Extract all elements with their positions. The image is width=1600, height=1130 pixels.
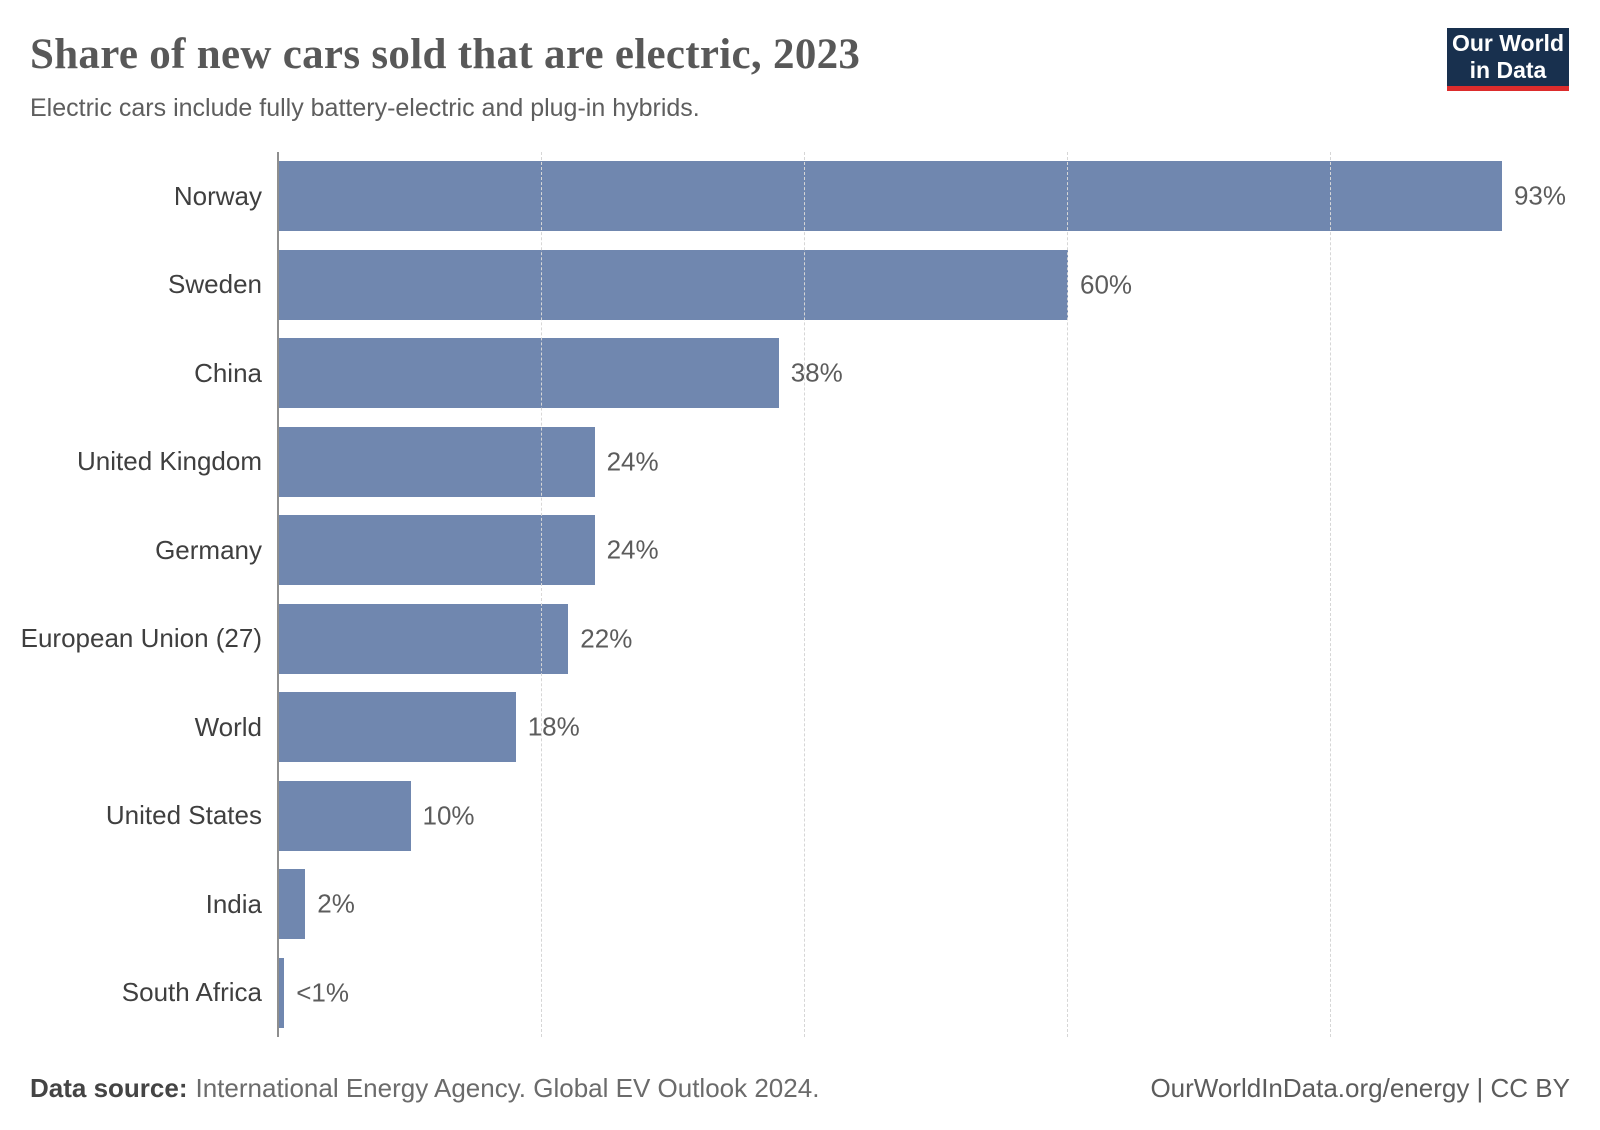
owid-logo-line2: in Data (1469, 57, 1547, 83)
category-label: Germany (155, 534, 262, 565)
category-label: United States (105, 800, 262, 831)
category-axis: Norway Sweden China United Kingdom Germany Eu… (0, 152, 262, 1037)
value-label: 93% (1513, 180, 1566, 211)
bar-row: 24% (278, 506, 1593, 595)
category-label: Norway (173, 180, 262, 211)
bar-row: 22% (278, 595, 1593, 684)
value-label: 60% (1080, 269, 1133, 300)
value-label: 18% (527, 711, 580, 742)
bar-row: 10% (278, 772, 1593, 861)
value-label: 38% (790, 357, 843, 388)
bar-row: 60% (278, 241, 1593, 330)
bar-row: 93% (278, 152, 1593, 241)
bar-united-kingdom (279, 426, 595, 497)
category-label: China (194, 357, 262, 388)
bar-row: 24% (278, 418, 1593, 507)
footer-source-text: International Energy Agency. Global EV O… (195, 1073, 820, 1103)
category-label: World (194, 711, 262, 742)
footer: Data source: International Energy Agency.… (0, 1073, 1600, 1104)
value-label: 24% (606, 446, 659, 477)
value-label: 10% (422, 800, 475, 831)
owid-logo-line1: Our World (1451, 30, 1564, 56)
footer-source-label: Data source: (30, 1073, 188, 1103)
gridline (1330, 152, 1331, 1037)
bar-world (279, 692, 516, 762)
plot-area: 93% 60% 38% 24% 24% 22% 18% 10% 2% <1% (278, 152, 1593, 1037)
category-label: European Union (27) (20, 623, 262, 654)
footer-source: Data source: International Energy Agency.… (30, 1073, 819, 1104)
gridline (541, 152, 542, 1037)
chart-title: Share of new cars sold that are electric… (30, 31, 861, 78)
value-label: 24% (606, 534, 659, 565)
bar-india (279, 869, 306, 939)
bar-european-union-27 (279, 603, 569, 674)
footer-citation: OurWorldInData.org/energy | CC BY (1150, 1073, 1570, 1103)
value-label: 2% (317, 888, 355, 919)
bar-row: 38% (278, 329, 1593, 418)
value-label: 22% (580, 623, 633, 654)
chart-subtitle: Electric cars include fully battery-elec… (30, 94, 700, 122)
bar-row: 18% (278, 683, 1593, 772)
category-label: South Africa (121, 977, 262, 1008)
category-label: Sweden (168, 269, 262, 300)
bar-united-states (279, 780, 411, 851)
bar-norway (279, 161, 1502, 231)
bar-sweden (279, 249, 1068, 320)
value-label: <1% (296, 977, 350, 1008)
bar-germany (279, 515, 595, 585)
gridline (1067, 152, 1068, 1037)
category-label: United Kingdom (77, 446, 262, 477)
category-label: India (205, 888, 262, 919)
bar-chart: Share of new cars sold that are electric… (0, 28, 1593, 1037)
bar-south-africa (279, 957, 285, 1028)
bar-china (279, 338, 779, 408)
owid-logo: Our World in Data (1447, 28, 1569, 91)
bar-row: 2% (278, 860, 1593, 949)
bar-row: <1% (278, 949, 1593, 1038)
gridline (804, 152, 805, 1037)
y-axis-line (277, 152, 279, 1037)
